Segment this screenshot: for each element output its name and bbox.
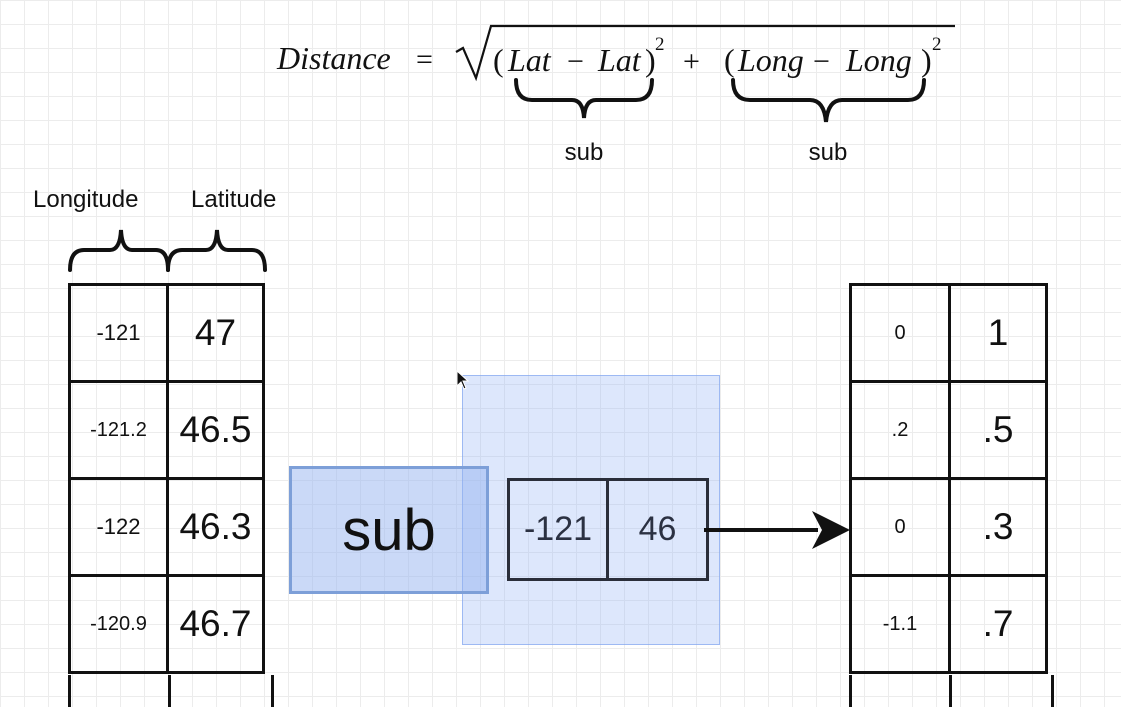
formula-equals: = bbox=[416, 43, 433, 76]
latitude-cell: 46.5 bbox=[166, 380, 265, 480]
formula-lat-1: Lat bbox=[507, 42, 552, 78]
result-cell: .2 bbox=[849, 380, 951, 480]
latitude-cell: 46.3 bbox=[166, 477, 265, 577]
result-cell: 0 bbox=[849, 283, 951, 383]
formula-lhs: Distance bbox=[276, 40, 391, 76]
result-cell: 1 bbox=[948, 283, 1048, 383]
result-cell: .5 bbox=[948, 380, 1048, 480]
formula-exponent-1: 2 bbox=[655, 34, 665, 55]
sqrt-sign bbox=[455, 24, 955, 82]
svg-text:): ) bbox=[645, 42, 656, 78]
formula-minus-2: − bbox=[813, 45, 830, 78]
table-row: .2 .5 bbox=[849, 380, 1048, 480]
longitude-label: Longitude bbox=[33, 186, 139, 213]
longitude-cell: -120.9 bbox=[68, 574, 169, 674]
brace-label-lat: sub bbox=[565, 139, 604, 166]
column-braces bbox=[68, 229, 267, 272]
longitude-cell: -121 bbox=[68, 283, 169, 383]
result-cell: .7 bbox=[948, 574, 1048, 674]
formula-minus-1: − bbox=[567, 45, 584, 78]
latitude-cell: 46.7 bbox=[166, 574, 265, 674]
brace-label-long: sub bbox=[809, 139, 848, 166]
longitude-cell: -121.2 bbox=[68, 380, 169, 480]
mouse-cursor-icon bbox=[456, 370, 470, 390]
operand-longitude: -121 bbox=[510, 481, 609, 578]
longitude-cell: -122 bbox=[68, 477, 169, 577]
formula-long-1: Long bbox=[737, 42, 804, 78]
latitude-cell: 47 bbox=[166, 283, 265, 383]
selection-rectangle[interactable] bbox=[462, 375, 720, 645]
result-cell: -1.1 bbox=[849, 574, 951, 674]
result-cell: .3 bbox=[948, 477, 1048, 577]
table-row: 0 1 bbox=[849, 283, 1048, 383]
table-row: -121.2 46.5 bbox=[68, 380, 265, 480]
formula-long-2: Long bbox=[845, 42, 912, 78]
operand-pair[interactable]: -121 46 bbox=[507, 478, 709, 581]
svg-text:(: ( bbox=[493, 42, 504, 78]
table-row: -1.1 .7 bbox=[849, 574, 1048, 674]
operand-latitude: 46 bbox=[638, 510, 677, 548]
distance-formula: Distance = ( Lat − Lat ) 2 + ( Long − Lo… bbox=[276, 24, 955, 166]
latitude-label: Latitude bbox=[191, 186, 277, 213]
formula-exponent-2: 2 bbox=[932, 34, 942, 55]
result-table: 0 1 .2 .5 0 .3 -1.1 .7 bbox=[849, 283, 1048, 674]
coordinates-table: -121 47 -121.2 46.5 -122 46.3 -120.9 46.… bbox=[68, 283, 265, 674]
sub-operation-box[interactable]: sub bbox=[289, 466, 489, 594]
svg-text:(: ( bbox=[724, 42, 735, 78]
result-cell: 0 bbox=[849, 477, 951, 577]
left-table-partial-row bbox=[68, 675, 274, 707]
underbrace-lat bbox=[514, 78, 654, 119]
formula-plus: + bbox=[683, 45, 700, 78]
underbrace-long bbox=[731, 78, 926, 123]
table-row: 0 .3 bbox=[849, 477, 1048, 577]
formula-lat-2: Lat bbox=[597, 42, 642, 78]
table-row: -122 46.3 bbox=[68, 477, 265, 577]
right-arrow-icon bbox=[704, 511, 850, 549]
table-row: -120.9 46.7 bbox=[68, 574, 265, 674]
svg-text:): ) bbox=[921, 42, 932, 78]
table-row: -121 47 bbox=[68, 283, 265, 383]
sub-operation-label: sub bbox=[342, 497, 436, 563]
right-table-partial-row bbox=[849, 675, 1054, 707]
